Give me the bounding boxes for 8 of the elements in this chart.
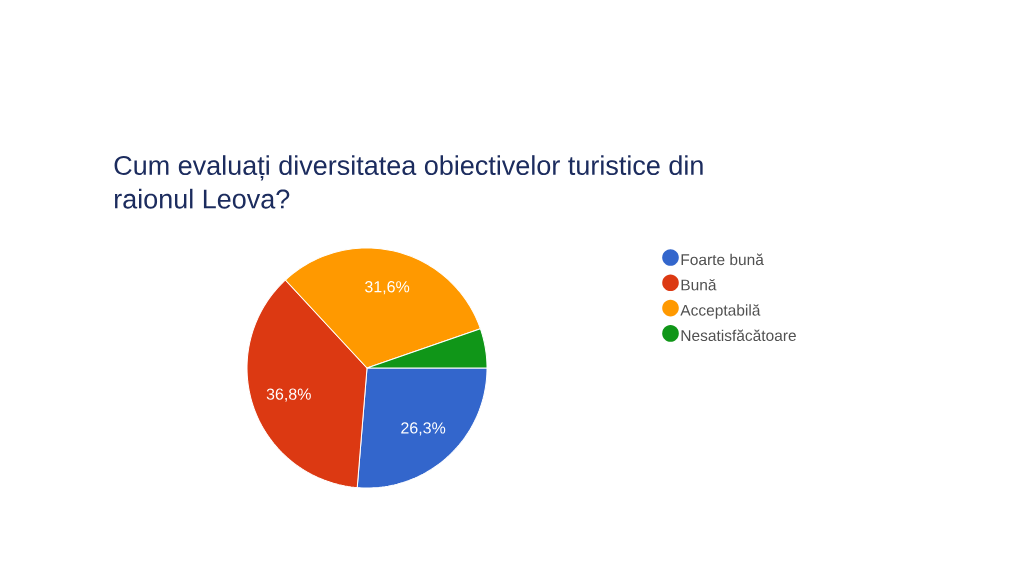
data-label: 26,3% — [401, 422, 446, 436]
data-label: 31,6% — [365, 281, 410, 295]
legend-label: Acceptabilă — [680, 304, 761, 319]
legend-label: Nesatisfăcătoare — [681, 329, 796, 342]
data-label: 36,8% — [266, 388, 311, 402]
chart-title: Cum evaluați diversitatea obiectivelor turistice din raionul Leova? — [114, 155, 703, 209]
legend-label: Foarte bună — [681, 253, 764, 266]
legend-label: Bună — [681, 278, 717, 291]
